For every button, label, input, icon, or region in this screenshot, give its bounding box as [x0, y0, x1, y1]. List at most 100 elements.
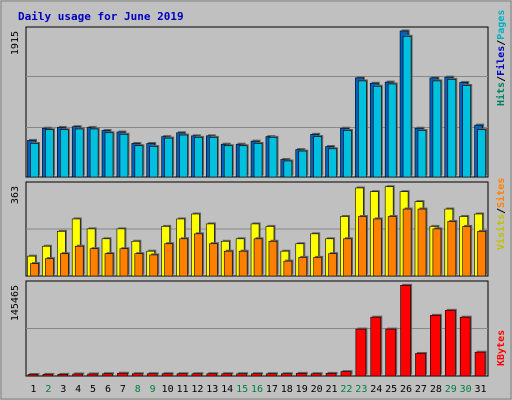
bar-files [343, 130, 352, 178]
day-label: 3 [60, 384, 66, 395]
bar-sites [328, 253, 337, 277]
bar-sites [462, 226, 471, 277]
bar-files [119, 134, 129, 178]
bar-kbytes [310, 373, 322, 377]
bar-files [402, 36, 412, 178]
bar-sites [477, 231, 486, 277]
bar-sites [253, 238, 263, 277]
bar-kbytes [459, 316, 471, 377]
bar-kbytes [161, 373, 173, 377]
legend-hits-files-pages: Hits/Files/Pages [495, 10, 507, 106]
day-label: 4 [75, 384, 81, 395]
bar-kbytes [325, 373, 337, 377]
legend-item: Files [495, 46, 507, 76]
bar-kbytes [236, 373, 247, 377]
bar-files [164, 137, 173, 178]
day-label: 6 [105, 384, 111, 395]
bar-kbytes [430, 315, 441, 377]
bar-sites [387, 216, 397, 277]
bar-kbytes-shadow [312, 372, 323, 375]
legend-item: Hits [495, 82, 507, 106]
legend-item: Sites [495, 178, 507, 208]
bar-kbytes [57, 374, 69, 377]
day-label: 15 [236, 384, 248, 395]
day-labels: 1 2 3 4 5 6 7 8 9 10 11 12 13 14 15 16 17 18 19 20 21 22 23 24 2… [30, 384, 486, 395]
bar-files [268, 137, 278, 178]
bar-files [358, 80, 367, 178]
bar-kbytes [400, 284, 411, 377]
day-label: 25 [385, 384, 397, 395]
legend-item: Pages [496, 10, 507, 40]
day-label: 17 [266, 384, 278, 395]
bar-sites [60, 253, 69, 277]
bar-files [313, 136, 322, 178]
bar-kbytes [266, 373, 277, 377]
bar-kbytes [117, 372, 128, 377]
day-label: 14 [221, 384, 233, 395]
bar-files [477, 129, 486, 178]
bar-kbytes-shadow [133, 372, 144, 375]
chart-title: Daily usage for June 2019 [18, 10, 184, 23]
legend-item: Visits [495, 214, 507, 250]
day-label: 1 [30, 384, 36, 395]
bar-kbytes-shadow [59, 372, 70, 375]
day-label: 22 [340, 384, 352, 395]
bar-kbytes [251, 373, 262, 377]
bar-kbytes-shadow [104, 372, 115, 375]
day-label: 5 [90, 384, 96, 395]
bar-kbytes [132, 373, 143, 377]
legend-item: / [496, 76, 507, 82]
legend-visits-sites: Visits/Sites [495, 178, 507, 250]
day-label: 11 [176, 384, 188, 395]
bar-sites [372, 218, 382, 277]
day-label: 9 [150, 384, 156, 395]
bar-sites [238, 250, 248, 277]
bar-files [179, 134, 188, 178]
bar-files [30, 143, 39, 178]
day-label: 21 [325, 384, 337, 395]
bar-files [283, 160, 293, 178]
bar-files [253, 143, 263, 178]
bar-kbytes [206, 373, 218, 377]
bar-kbytes [221, 373, 233, 377]
bar-kbytes-shadow [89, 372, 100, 375]
bar-kbytes-shadow [74, 372, 85, 375]
day-label: 8 [135, 384, 141, 395]
bar-sites [402, 208, 412, 277]
day-label: 20 [311, 384, 323, 395]
bar-kbytes-shadow [193, 372, 204, 375]
bar-sites [313, 257, 322, 277]
bar-sites [164, 243, 173, 277]
bar-kbytes-shadow [238, 372, 249, 375]
bar-files [447, 79, 457, 178]
bar-kbytes [355, 328, 367, 377]
day-label: 26 [400, 384, 412, 395]
bar-files [417, 130, 427, 178]
day-label: 7 [120, 384, 126, 395]
bar-kbytes-shadow [163, 372, 174, 375]
bar-kbytes [385, 328, 396, 377]
bar-files [104, 132, 114, 178]
day-label: 31 [475, 384, 487, 395]
day-label: 18 [281, 384, 293, 395]
bar-sites [149, 254, 159, 277]
bar-sites [119, 248, 129, 277]
panel-kbytes: 145465 KBytes [10, 280, 507, 377]
bar-sites [45, 258, 54, 277]
bar-files [149, 146, 159, 178]
bar-files [60, 129, 69, 178]
bar-kbytes [176, 373, 188, 377]
bar-kbytes [415, 353, 426, 377]
day-label: 27 [415, 384, 427, 395]
legend-item: / [496, 208, 507, 214]
bar-files [372, 85, 382, 178]
y-max-label: 1915 [10, 31, 21, 55]
bar-sites [298, 257, 308, 277]
bar-kbytes [370, 316, 382, 377]
day-label: 13 [206, 384, 218, 395]
day-label: 28 [430, 384, 442, 395]
